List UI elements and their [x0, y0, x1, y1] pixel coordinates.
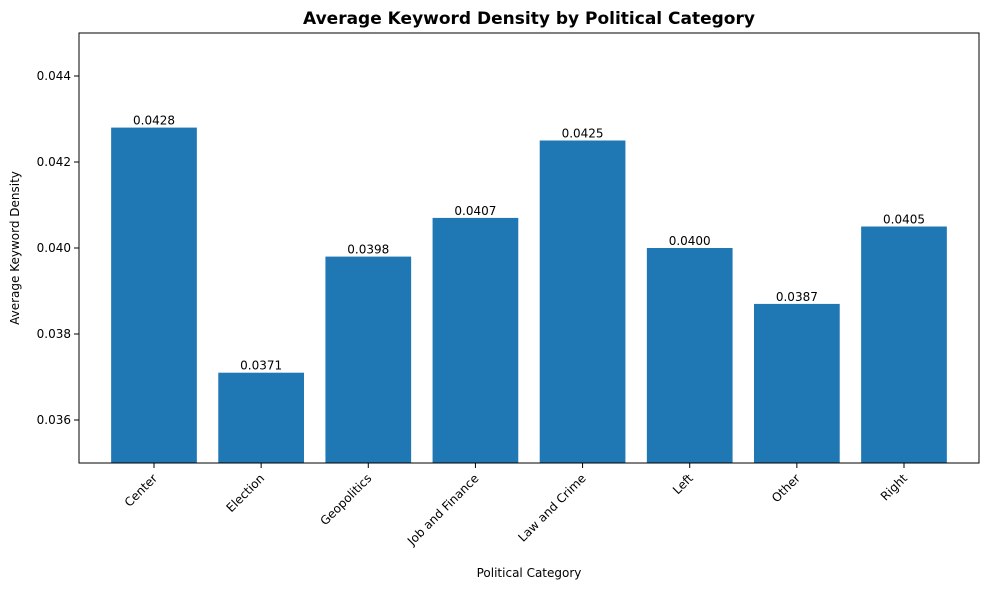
bar-7: [861, 226, 947, 463]
bar-1: [218, 372, 304, 463]
x-axis: Center Election Geopolitics Job and Finance…: [122, 463, 910, 549]
plot-area-frame: [78, 32, 980, 464]
x-tick-label-4: Law and Crime: [515, 471, 588, 544]
data-label-6: 0.0387: [776, 290, 818, 304]
data-label-5: 0.0400: [669, 234, 711, 248]
data-labels-group: 0.0428 0.0371 0.0398 0.0407 0.0425 0.0400 0.03…: [133, 114, 925, 373]
bar-2: [325, 256, 412, 463]
y-tick-label-2: 0.040: [37, 241, 71, 255]
x-tick-label-3: Job and Finance: [404, 471, 482, 549]
y-tick-label-1: 0.038: [37, 327, 71, 341]
x-tick-label-1: Election: [224, 471, 268, 515]
y-axis-label: Average Keyword Density: [8, 171, 22, 325]
data-label-0: 0.0428: [133, 114, 175, 128]
bar-5: [646, 248, 733, 463]
data-label-1: 0.0371: [240, 359, 282, 373]
bar-3: [432, 217, 519, 463]
chart-title: Average Keyword Density by Political Cat…: [303, 9, 755, 29]
bar-4: [539, 140, 626, 463]
x-axis-label: Political Category: [477, 566, 582, 580]
y-tick-label-4: 0.044: [37, 69, 71, 83]
x-tick-label-5: Left: [670, 471, 696, 497]
y-tick-label-0: 0.036: [37, 413, 71, 427]
data-label-3: 0.0407: [454, 204, 496, 218]
data-label-7: 0.0405: [883, 213, 925, 227]
x-tick-label-2: Geopolitics: [317, 471, 374, 528]
y-tick-label-3: 0.042: [37, 155, 71, 169]
data-label-2: 0.0398: [347, 243, 389, 257]
y-axis: 0.036 0.038 0.040 0.042 0.044: [37, 69, 79, 427]
x-tick-label-0: Center: [122, 471, 161, 510]
bar-6: [754, 303, 840, 463]
bar-0: [111, 127, 197, 463]
data-label-4: 0.0425: [562, 127, 604, 141]
x-tick-label-6: Other: [769, 471, 803, 505]
bars-group: [111, 127, 947, 463]
x-tick-label-7: Right: [878, 471, 910, 503]
